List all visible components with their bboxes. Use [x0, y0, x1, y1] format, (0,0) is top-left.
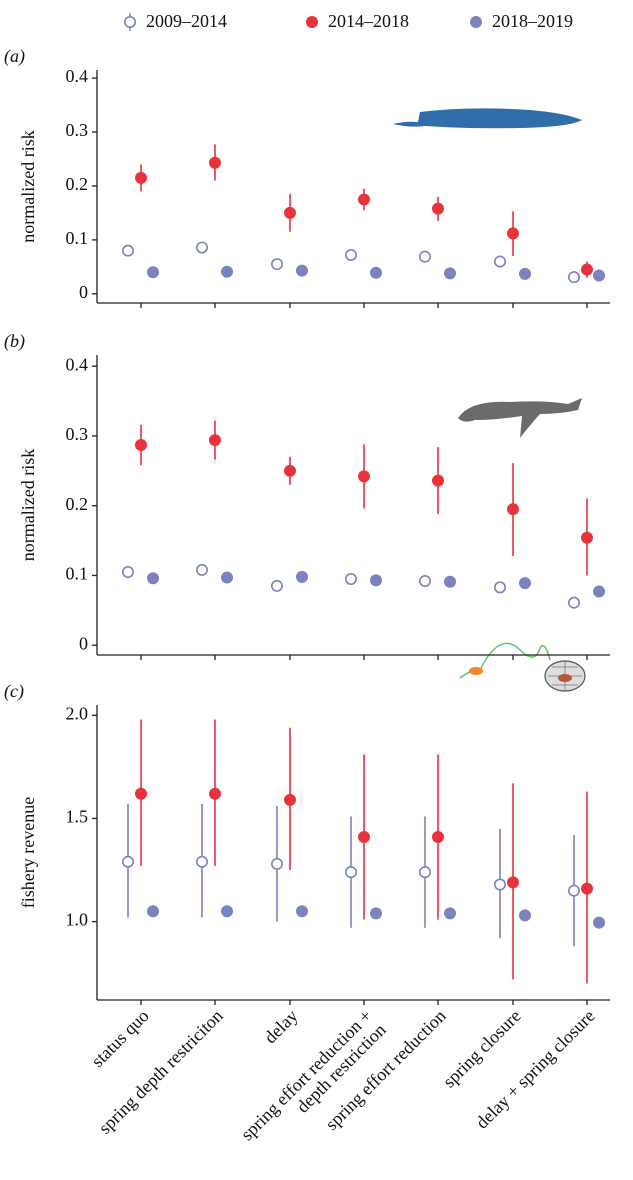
point: [431, 474, 444, 487]
legend-marker: [469, 15, 482, 28]
point: [443, 267, 456, 280]
point: [357, 831, 370, 844]
point: [270, 857, 283, 870]
point: [122, 244, 135, 257]
y-tick-label: 1.5: [66, 807, 89, 827]
point: [295, 905, 308, 918]
point: [580, 882, 593, 895]
y-tick-label: 0.1: [66, 564, 89, 584]
y-tick-label: 0.3: [66, 120, 89, 140]
point: [147, 572, 160, 585]
y-tick-label: 0.2: [66, 494, 89, 514]
point: [357, 470, 370, 483]
y-tick-label: 0: [79, 633, 88, 653]
panel-label: (b): [4, 331, 25, 352]
legend-marker: [124, 15, 137, 28]
legend-label: 2014–2018: [328, 11, 409, 31]
point: [147, 266, 160, 279]
point: [209, 787, 222, 800]
x-tick-label: status quo: [87, 1006, 152, 1071]
point: [221, 571, 234, 584]
y-tick-label: 0.4: [66, 354, 89, 374]
y-tick-label: 0: [79, 282, 88, 302]
point: [506, 503, 519, 516]
point: [122, 565, 135, 578]
y-tick-label: 2.0: [66, 703, 89, 723]
point: [418, 250, 431, 263]
point: [592, 585, 605, 598]
point: [122, 855, 135, 868]
point: [135, 438, 148, 451]
point: [196, 241, 209, 254]
point: [493, 878, 506, 891]
point: [580, 263, 593, 276]
point: [592, 916, 605, 929]
point: [592, 269, 605, 282]
point: [295, 570, 308, 583]
point: [283, 464, 296, 477]
panel-label: (c): [4, 681, 24, 702]
point: [344, 572, 357, 585]
y-tick-label: 0.1: [66, 228, 89, 248]
point: [418, 575, 431, 588]
point: [295, 264, 308, 277]
point: [493, 255, 506, 268]
point: [493, 581, 506, 594]
point: [369, 574, 382, 587]
point: [431, 831, 444, 844]
panel-label: (a): [4, 46, 25, 67]
blue-whale: [393, 108, 582, 129]
point: [518, 909, 531, 922]
point: [135, 171, 148, 184]
point: [506, 227, 519, 240]
point: [135, 787, 148, 800]
crab-trap: [459, 642, 586, 692]
legend-marker: [305, 15, 318, 28]
point: [518, 577, 531, 590]
point: [344, 248, 357, 261]
point: [369, 266, 382, 279]
point: [221, 265, 234, 278]
point: [147, 905, 160, 918]
point: [506, 876, 519, 889]
x-tick-label: delay: [260, 1006, 302, 1048]
legend-label: 2018–2019: [492, 11, 573, 31]
humpback-whale: [458, 398, 582, 438]
point: [369, 907, 382, 920]
point: [344, 866, 357, 879]
point: [270, 258, 283, 271]
y-axis-label: normalized risk: [18, 130, 38, 242]
point: [431, 202, 444, 215]
point: [283, 206, 296, 219]
y-tick-label: 0.2: [66, 174, 89, 194]
point: [283, 793, 296, 806]
point: [567, 884, 580, 897]
point: [418, 866, 431, 879]
y-tick-label: 1.0: [66, 910, 89, 930]
y-tick-label: 0.4: [66, 66, 89, 86]
point: [221, 905, 234, 918]
y-axis-label: fishery revenue: [18, 797, 38, 908]
y-tick-label: 0.3: [66, 424, 89, 444]
point: [443, 907, 456, 920]
y-axis-label: normalized risk: [18, 449, 38, 561]
point: [209, 156, 222, 169]
point: [196, 855, 209, 868]
point: [518, 267, 531, 280]
point: [270, 579, 283, 592]
point: [196, 563, 209, 576]
point: [443, 575, 456, 588]
point: [357, 193, 370, 206]
point: [580, 531, 593, 544]
point: [567, 596, 580, 609]
point: [209, 434, 222, 447]
point: [567, 271, 580, 284]
x-tick-label: spring depth restriciton: [95, 1006, 227, 1138]
legend-label: 2009–2014: [146, 11, 227, 31]
